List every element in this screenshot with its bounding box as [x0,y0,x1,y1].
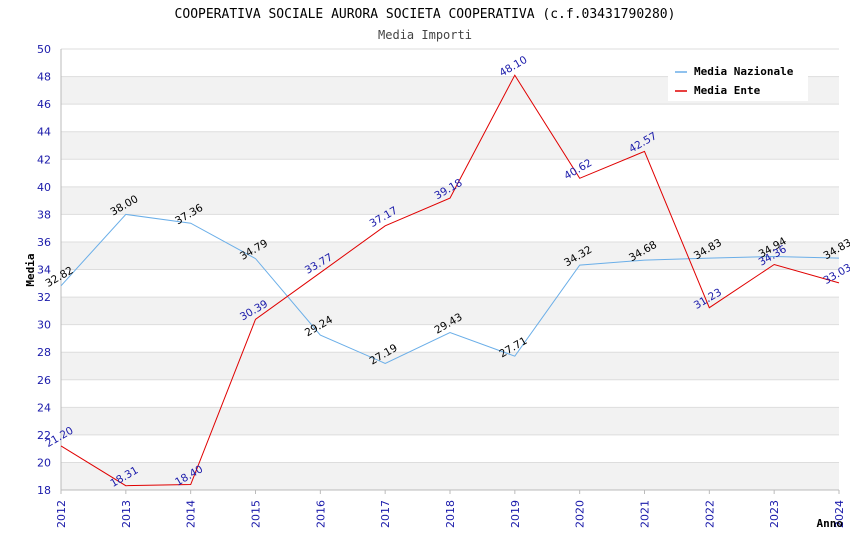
grid-band [61,186,839,215]
legend-label-ente: Media Ente [694,84,761,97]
y-tick-label: 18 [37,484,51,497]
x-tick-label: 2017 [379,500,392,528]
grid-band [61,159,839,187]
y-tick-label: 28 [37,346,51,359]
y-tick-label: 48 [37,71,51,84]
grid-band [61,241,839,270]
grid-band [61,462,839,490]
grid-bands [61,49,839,490]
x-tick-label: 2016 [314,500,327,528]
y-tick-label: 44 [37,126,51,139]
y-tick-label: 36 [37,236,51,249]
series-line-media-ente [60,74,840,487]
y-tick-label: 38 [37,208,51,221]
x-tick-label: 2018 [444,500,457,528]
x-tick-label: 2013 [120,500,133,528]
y-tick-label: 32 [37,291,51,304]
x-axis-label: Anno [817,517,844,530]
grid-band [61,214,839,242]
chart-subtitle: Media Importi [378,28,472,42]
grid-band [61,379,839,408]
series-line-media-nazionale [60,213,840,364]
y-tick-label: 40 [37,181,51,194]
grid-band [61,297,839,325]
x-tick-label: 2019 [509,500,522,528]
grid-band [61,324,839,353]
y-tick-labels: 18 20 22 24 26 28 30 32 34 36 38 40 42 44 46 48 50 [37,43,51,497]
chart-title: COOPERATIVA SOCIALE AURORA SOCIETA COOPE… [175,7,676,22]
x-tick-label: 2015 [250,500,263,528]
axes [60,49,840,494]
x-tick-label: 2023 [768,500,781,528]
y-tick-label: 42 [37,153,51,166]
legend-box [668,59,808,101]
grid-band [61,352,839,380]
x-tick-label: 2012 [55,500,68,528]
legend: Media Nazionale Media Ente [668,59,808,101]
legend-label-nazionale: Media Nazionale [694,65,794,78]
y-tick-label: 46 [37,98,51,111]
y-tick-label: 50 [37,43,51,56]
y-axis-label: Media [24,253,37,286]
grid-band [61,104,839,132]
x-tick-label: 2024 [833,500,846,528]
x-tick-label: 2022 [703,500,716,528]
x-tick-label: 2021 [639,500,652,528]
grid-band [61,131,839,160]
x-tick-label: 2014 [185,500,198,528]
x-tick-labels: 2012 2013 2014 2015 2016 2017 2018 2019 2020 2021… [55,500,846,528]
y-tick-label: 20 [37,456,51,469]
grid-band [61,434,839,463]
x-tick-label: 2020 [574,500,587,528]
grid-lines [61,48,839,491]
y-tick-label: 34 [37,264,51,277]
y-tick-label: 30 [37,319,51,332]
grid-band [61,407,839,435]
y-tick-label: 26 [37,374,51,387]
y-tick-label: 24 [37,401,51,414]
grid-band [61,269,839,298]
series-lines [60,74,840,487]
y-tick-label: 22 [37,429,51,442]
